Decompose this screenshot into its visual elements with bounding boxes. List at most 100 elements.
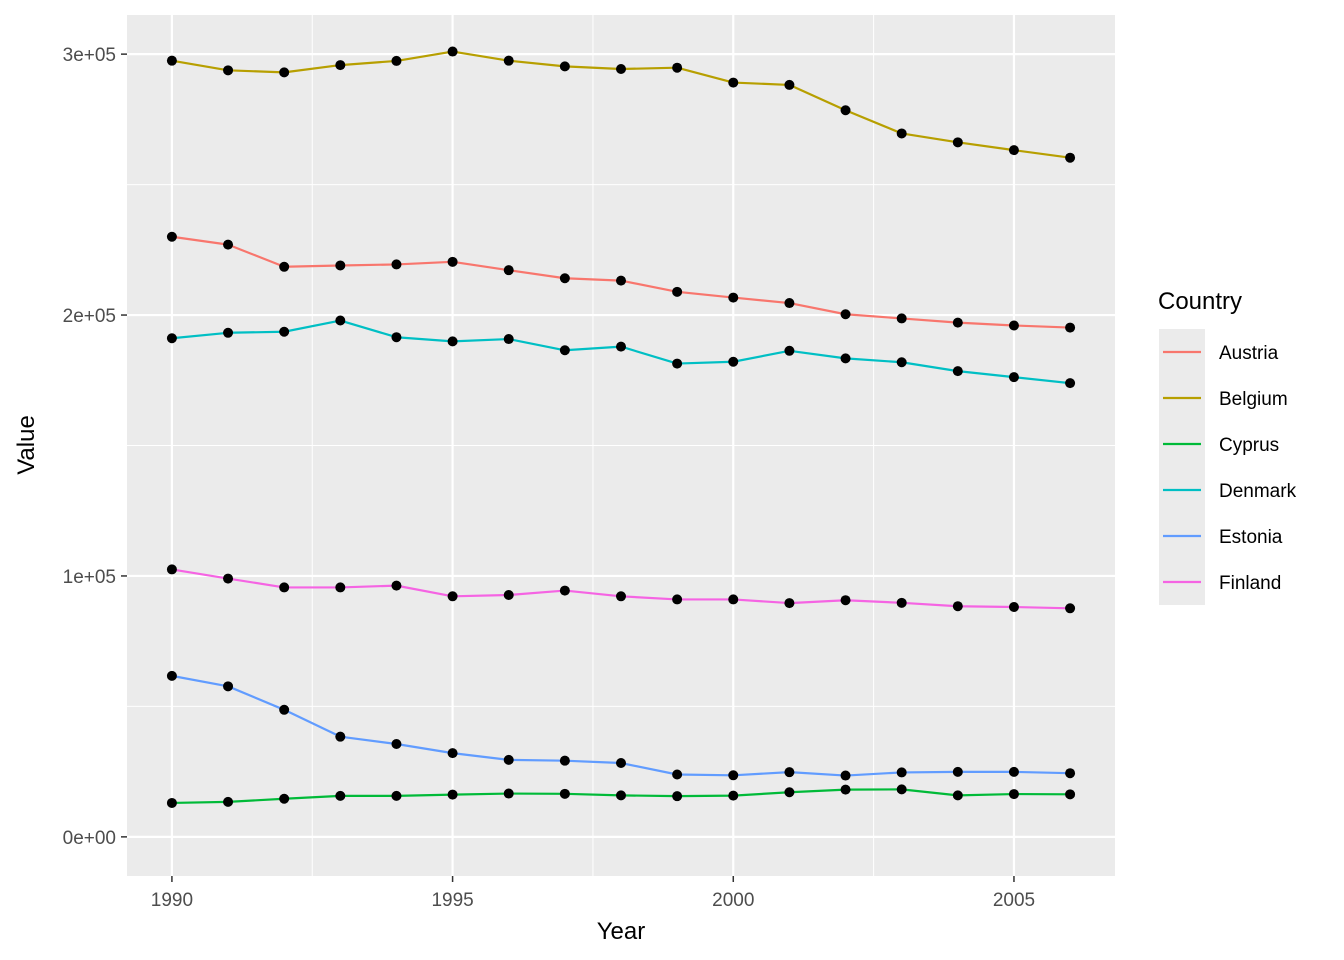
- data-point-denmark: [784, 345, 795, 356]
- x-axis-title: Year: [597, 918, 646, 945]
- data-point-finland: [616, 591, 626, 602]
- data-point-denmark: [447, 336, 458, 347]
- legend-label-belgium: Belgium: [1219, 389, 1288, 410]
- data-point-finland: [1008, 602, 1019, 613]
- minor-gridlines: [127, 15, 1115, 876]
- data-point-belgium: [1008, 145, 1019, 156]
- data-point-denmark: [391, 332, 402, 343]
- data-point-austria: [728, 292, 739, 303]
- data-point-cyprus: [840, 784, 851, 795]
- data-point-cyprus: [166, 797, 177, 808]
- data-point-finland: [223, 573, 234, 584]
- data-point-finland: [672, 594, 683, 605]
- data-point-estonia: [616, 758, 626, 769]
- x-tick-label: 1995: [431, 890, 473, 911]
- major-gridlines: [127, 15, 1115, 876]
- data-point-cyprus: [896, 784, 907, 795]
- data-point-belgium: [559, 61, 570, 72]
- data-point-denmark: [1065, 378, 1076, 389]
- data-point-cyprus: [672, 791, 683, 802]
- data-point-estonia: [166, 670, 177, 681]
- data-point-belgium: [616, 64, 626, 75]
- data-point-cyprus: [952, 790, 963, 801]
- y-axis-title: Value: [13, 415, 40, 475]
- data-point-belgium: [672, 62, 683, 73]
- data-point-estonia: [896, 767, 907, 778]
- legend: Country Austria Belgium Cyprus Denmark Eston…: [1158, 288, 1297, 605]
- data-point-austria: [559, 273, 570, 284]
- data-point-denmark: [952, 366, 963, 377]
- data-point-austria: [166, 231, 177, 242]
- data-point-denmark: [335, 315, 346, 326]
- data-point-finland: [952, 601, 963, 612]
- legend-label-estonia: Estonia: [1219, 527, 1283, 548]
- legend-title: Country: [1158, 288, 1242, 315]
- x-tick-label: 1990: [151, 890, 193, 911]
- data-point-estonia: [840, 770, 851, 781]
- data-point-austria: [1065, 322, 1076, 333]
- data-point-austria: [896, 313, 907, 324]
- data-point-finland: [503, 590, 514, 601]
- y-tick-label: 0e+00: [63, 828, 116, 849]
- data-point-belgium: [279, 67, 290, 78]
- data-point-estonia: [1008, 766, 1019, 777]
- data-point-estonia: [223, 681, 234, 692]
- data-point-austria: [391, 259, 402, 270]
- y-tick-label: 3e+05: [63, 45, 116, 66]
- data-point-finland: [447, 591, 458, 602]
- data-point-estonia: [279, 704, 290, 715]
- data-point-finland: [1065, 603, 1076, 614]
- data-point-austria: [335, 260, 346, 271]
- data-point-austria: [952, 317, 963, 328]
- data-point-austria: [447, 256, 458, 267]
- data-point-austria: [840, 309, 851, 320]
- data-point-denmark: [728, 356, 739, 367]
- data-point-belgium: [223, 65, 234, 76]
- data-point-estonia: [728, 770, 739, 781]
- data-point-austria: [784, 298, 795, 309]
- data-point-cyprus: [616, 790, 626, 801]
- data-point-cyprus: [391, 790, 402, 801]
- data-point-denmark: [559, 345, 570, 356]
- data-point-denmark: [166, 333, 177, 344]
- y-tick-label: 1e+05: [63, 567, 116, 588]
- data-point-cyprus: [447, 789, 458, 800]
- data-point-belgium: [952, 137, 963, 148]
- data-point-denmark: [279, 326, 290, 337]
- data-point-cyprus: [279, 793, 290, 804]
- data-point-denmark: [896, 357, 907, 368]
- data-point-estonia: [391, 738, 402, 749]
- data-point-finland: [391, 580, 402, 591]
- data-point-denmark: [223, 327, 234, 338]
- data-point-denmark: [1008, 372, 1019, 383]
- data-point-belgium: [447, 46, 458, 57]
- data-point-belgium: [728, 77, 739, 88]
- data-point-belgium: [784, 79, 795, 90]
- data-point-estonia: [447, 748, 458, 759]
- data-point-cyprus: [728, 790, 739, 801]
- legend-label-cyprus: Cyprus: [1219, 435, 1279, 456]
- data-point-estonia: [784, 767, 795, 778]
- data-point-estonia: [952, 766, 963, 777]
- data-point-finland: [166, 564, 177, 575]
- data-point-finland: [279, 582, 290, 593]
- data-point-estonia: [672, 769, 683, 780]
- data-point-cyprus: [223, 796, 234, 807]
- legend-label-denmark: Denmark: [1219, 481, 1297, 502]
- data-point-cyprus: [784, 787, 795, 798]
- data-point-estonia: [335, 731, 346, 742]
- data-point-cyprus: [559, 788, 570, 799]
- data-point-belgium: [840, 105, 851, 116]
- x-axis: 1990 1995 2000 2005: [151, 876, 1035, 911]
- data-point-estonia: [1065, 768, 1076, 779]
- legend-label-finland: Finland: [1219, 573, 1281, 594]
- data-point-austria: [1008, 320, 1019, 331]
- data-point-austria: [503, 265, 514, 276]
- data-point-cyprus: [503, 788, 514, 799]
- x-tick-label: 2005: [993, 890, 1035, 911]
- data-point-austria: [672, 286, 683, 297]
- data-point-austria: [616, 275, 626, 286]
- data-point-denmark: [616, 341, 626, 352]
- data-point-finland: [784, 598, 795, 609]
